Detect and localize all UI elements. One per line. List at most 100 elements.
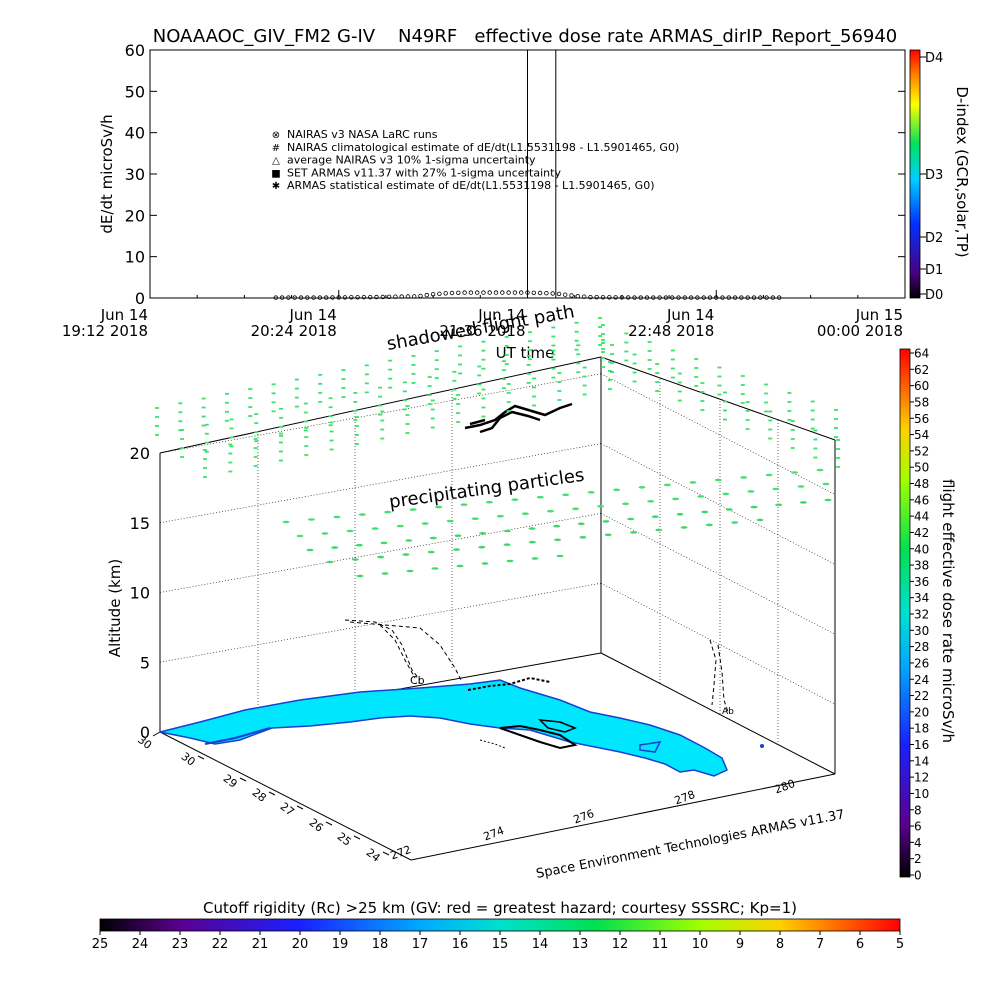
longitude-tick-label: 278 xyxy=(673,788,697,807)
cutoff-rigidity-tick-label: 20 xyxy=(292,937,309,952)
nairas-point xyxy=(525,290,530,295)
top-x-tick-label-time: 00:00 2018 xyxy=(817,322,903,340)
nairas-point xyxy=(688,295,694,300)
dose-colorbar-tick-label: 34 xyxy=(914,591,929,605)
latitude-tick-label: 26 xyxy=(307,816,326,835)
nairas-point xyxy=(638,295,643,300)
dose-dash xyxy=(521,512,529,515)
dose-dash xyxy=(306,548,314,552)
dose-dash xyxy=(471,517,479,520)
nairas-point xyxy=(581,294,587,299)
dose-colorbar xyxy=(899,348,911,878)
nairas-point xyxy=(619,295,625,300)
cutoff-rigidity-tick-label: 5 xyxy=(896,937,904,952)
dose-dash xyxy=(503,529,511,533)
dose-dash xyxy=(556,554,564,558)
cutoff-rigidity-tick-label: 12 xyxy=(612,937,629,952)
flight-3d-map: Cb Ab 0 5 10 15 20 24 25 26 27 28 29 30 30 27 2 274 27… xyxy=(106,301,957,882)
d-index-tick-label: D1 xyxy=(925,263,943,278)
latitude-tick-label: 27 xyxy=(278,800,297,819)
dose-dash xyxy=(799,501,807,504)
top-x-tick-label-time: 21:36 2018 xyxy=(439,322,525,340)
dose-dash xyxy=(756,518,764,522)
dose-dash xyxy=(406,569,414,573)
dose-dash xyxy=(536,495,544,499)
dose-dash xyxy=(326,560,334,564)
altitude-gridline-right xyxy=(600,652,836,775)
nairas-point xyxy=(613,295,618,300)
dose-dash xyxy=(630,531,637,534)
legend-label: NAIRAS v3 NASA LaRC runs xyxy=(287,128,438,141)
dose-dash xyxy=(346,529,354,533)
latitude-tick xyxy=(268,791,276,796)
top-x-tick-label-date: Jun 14 xyxy=(288,306,336,324)
top-y-axis: 0 10 20 30 40 50 60 xyxy=(125,41,905,308)
nairas-point xyxy=(324,295,329,300)
d-index-tick-label: D4 xyxy=(925,51,943,66)
latitude-tick-label: 28 xyxy=(250,786,269,805)
top-x-tick-label-date: Jun 14 xyxy=(100,306,148,324)
nairas-point xyxy=(361,295,367,300)
dose-dash xyxy=(384,510,392,514)
track-marker-label-1: Cb xyxy=(410,674,425,687)
cutoff-rigidity-label: Cutoff rigidity (Rc) >25 km (GV: red = g… xyxy=(203,899,797,917)
dose-dash xyxy=(613,488,621,492)
nairas-point xyxy=(670,295,675,300)
dose-dash xyxy=(680,526,688,529)
top-x-tick-label-time: 22:48 2018 xyxy=(628,322,714,340)
legend-symbol: ■ xyxy=(271,168,280,179)
top-legend: ⊗ NAIRAS v3 NASA LaRC runs # NAIRAS climato… xyxy=(271,128,679,192)
dose-dash xyxy=(409,508,417,511)
dose-dash xyxy=(511,498,519,502)
altitude-tick-label: 20 xyxy=(130,444,150,463)
legend-label: NAIRAS climatological estimate of dE/dt(… xyxy=(287,141,679,154)
top-y-axis-label: dE/dt microSv/h xyxy=(98,114,116,233)
dose-dash xyxy=(446,519,454,523)
nairas-point xyxy=(745,295,750,300)
dose-colorbar-tick-label: 36 xyxy=(914,575,929,589)
cutoff-rigidity-tick-label: 15 xyxy=(492,937,509,952)
dose-colorbar-tick-label: 52 xyxy=(914,444,929,458)
nairas-point xyxy=(481,290,486,295)
top-x-tick-label-date: Jun 14 xyxy=(477,306,525,324)
ground-flight-track xyxy=(467,676,578,750)
nairas-point xyxy=(563,292,568,297)
dose-dash xyxy=(429,536,437,540)
cutoff-rigidity-tick-label: 16 xyxy=(452,937,469,952)
nairas-point xyxy=(298,295,304,300)
dose-dash xyxy=(676,513,684,516)
dose-dash xyxy=(460,503,468,507)
d-index-tick-label: D2 xyxy=(925,231,943,246)
dose-colorbar-tick-label: 32 xyxy=(914,608,929,622)
dose-colorbar-tick-label: 40 xyxy=(914,542,929,556)
dose-dash xyxy=(597,505,605,508)
nairas-point xyxy=(349,295,354,300)
nairas-point xyxy=(657,295,662,300)
nairas-point xyxy=(556,291,562,297)
nairas-point xyxy=(707,295,713,300)
dose-dash xyxy=(531,557,539,560)
nairas-point xyxy=(468,290,474,295)
cutoff-rigidity-tick-label: 18 xyxy=(372,937,389,952)
d-index-colorbar xyxy=(909,49,921,299)
top-x-tick-label-date: Jun 15 xyxy=(855,306,903,324)
legend-symbol: # xyxy=(272,143,280,154)
dose-dash xyxy=(722,492,730,496)
nairas-point xyxy=(764,295,769,300)
dose-colorbar-tick-label: 44 xyxy=(914,510,929,524)
dose-dash xyxy=(604,533,612,537)
nairas-point xyxy=(777,295,782,300)
nairas-point xyxy=(449,290,455,296)
nairas-point xyxy=(430,292,436,297)
legend-label: ARMAS statistical estimate of dE/dt(L1.5… xyxy=(287,179,654,192)
nairas-point xyxy=(487,290,492,295)
nairas-point xyxy=(273,295,278,300)
cutoff-rigidity-colorbar: Cutoff rigidity (Rc) >25 km (GV: red = g… xyxy=(92,899,904,952)
nairas-point xyxy=(456,290,461,295)
cutoff-rigidity-tick-label: 24 xyxy=(132,937,149,952)
cutoff-rigidity-tick-label: 19 xyxy=(332,937,349,952)
dose-dash xyxy=(321,532,329,535)
dose-dash xyxy=(503,543,511,546)
dose-dash xyxy=(572,507,579,511)
